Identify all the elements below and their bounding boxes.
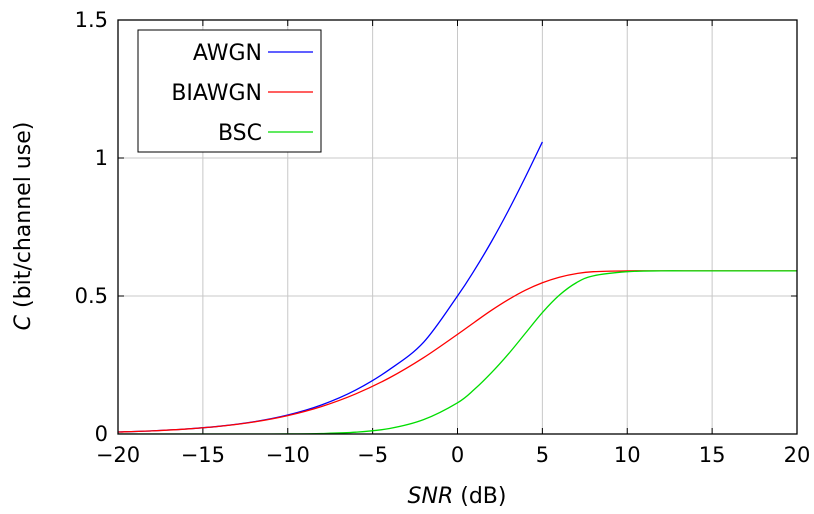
y-axis-label: C (bit/channel use) bbox=[11, 122, 36, 331]
x-tick-label: 10 bbox=[614, 443, 641, 467]
x-tick-label: −10 bbox=[266, 443, 310, 467]
x-tick-label: 15 bbox=[699, 443, 726, 467]
y-tick-label: 1 bbox=[95, 146, 108, 170]
x-tick-label: 20 bbox=[784, 443, 811, 467]
y-axis-label-italic: C bbox=[11, 314, 36, 330]
legend-label-biawgn: BIAWGN bbox=[171, 81, 262, 106]
x-tick-labels: −20 −15 −10 −5 0 5 10 15 20 bbox=[96, 443, 811, 467]
x-tick-label: −15 bbox=[181, 443, 225, 467]
legend-label-bsc: BSC bbox=[218, 121, 262, 146]
x-tick-label: −20 bbox=[96, 443, 140, 467]
x-axis-label: SNR (dB) bbox=[408, 484, 507, 509]
series-lines bbox=[118, 141, 797, 434]
x-tick-label: 5 bbox=[536, 443, 549, 467]
x-tick-label: −5 bbox=[357, 443, 388, 467]
x-axis-label-italic: SNR bbox=[408, 484, 454, 509]
y-axis-label-unit: (bit/channel use) bbox=[11, 122, 36, 315]
series-line-awgn bbox=[118, 141, 543, 433]
plot-frame bbox=[117, 19, 798, 435]
legend: AWGN BIAWGN BSC bbox=[137, 29, 322, 153]
x-tick-label: 0 bbox=[451, 443, 464, 467]
series-line-bsc bbox=[118, 270, 797, 434]
legend-label-awgn: AWGN bbox=[193, 41, 262, 66]
y-tick-labels: 0 0.5 1 1.5 bbox=[75, 8, 108, 446]
x-axis-label-unit: (dB) bbox=[453, 484, 506, 509]
y-tick-label: 0.5 bbox=[75, 284, 108, 308]
y-tick-label: 0 bbox=[95, 422, 108, 446]
y-tick-label: 1.5 bbox=[75, 8, 108, 32]
